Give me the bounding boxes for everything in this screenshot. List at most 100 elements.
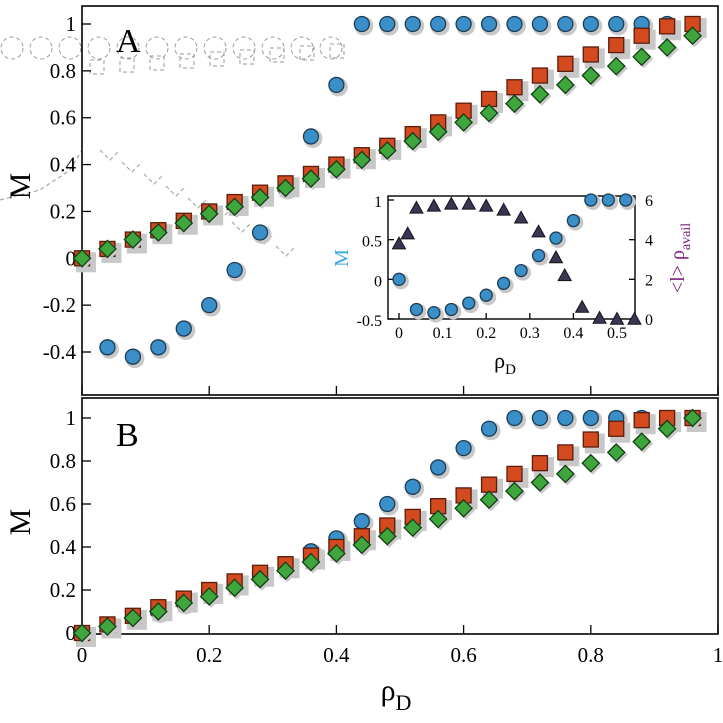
panel-a-ytick-label: 1 <box>66 12 77 36</box>
ghost-mark <box>187 197 209 209</box>
panel-a-circles-point <box>480 15 498 33</box>
inset-circle-point <box>514 263 528 278</box>
panel-a-diamonds-point <box>683 26 702 46</box>
panel-b-xtick-label: 0 <box>77 643 88 667</box>
inset-xtick-label: 0.1 <box>433 325 453 342</box>
inset-triangle-point <box>461 196 477 210</box>
panel-a-diamonds-point <box>403 131 423 151</box>
ghost-mark <box>149 55 165 71</box>
inset-xlabel: ρD <box>494 348 516 378</box>
inset-xtick-label: 0.3 <box>520 325 540 342</box>
panel-b-circles-point <box>582 409 599 427</box>
panel-a-circles-point <box>506 15 523 33</box>
panel-b-diamonds-point <box>657 419 677 439</box>
ghost-mark <box>145 36 169 60</box>
inset-left-ylabel: M <box>331 249 353 267</box>
panel-a-circles-point <box>353 15 370 33</box>
panel-a-ytick-label: 0.4 <box>50 153 77 177</box>
inset-triangle-point <box>400 226 416 240</box>
panel-b-xlabel-main: ρ <box>381 674 396 707</box>
ghost-mark <box>119 57 135 73</box>
panel-a-squares-point <box>608 36 625 54</box>
panel-b-squares-point <box>480 476 498 493</box>
panel-a-circles-point <box>608 15 625 33</box>
ghost-mark <box>165 185 187 197</box>
panel-b-diamonds-point <box>428 509 448 529</box>
inset-triangle-point <box>409 200 424 214</box>
panel-b-circles-point <box>404 478 421 495</box>
ghost-mark <box>269 47 285 63</box>
panel-a-circles-point <box>251 224 269 241</box>
inset-circle-point <box>531 248 546 263</box>
panel-b-diamonds-point <box>326 544 346 563</box>
panel-b-diamonds-point <box>530 473 550 492</box>
panel-b-squares-point <box>608 420 625 437</box>
panel-a-ylabel: M <box>4 173 37 200</box>
panel-a-diamonds-point <box>199 204 219 224</box>
inset-circle-point <box>409 302 424 317</box>
inset-xtick-label: 0.2 <box>476 325 496 342</box>
panel-a-circles-point <box>124 348 142 365</box>
inset-right-ytick-label: 4 <box>645 233 653 250</box>
panel-a-diamonds-point <box>301 169 321 189</box>
inset-triangle-point <box>592 310 607 324</box>
ghost-mark <box>231 221 253 233</box>
panel-b-label: B <box>116 417 139 454</box>
panel-b-diamonds-point <box>174 593 194 613</box>
panel-b-diamonds-point <box>606 442 626 462</box>
panel-a-circles-point <box>302 128 320 145</box>
inset-circle-point <box>462 296 476 310</box>
ghost-mark <box>209 51 225 67</box>
panel-a-diamonds-point <box>377 141 397 160</box>
panel-b-diamonds-point <box>352 535 372 555</box>
panel-b-ytick-label: 0.2 <box>50 578 76 602</box>
ghost-mark <box>319 36 343 60</box>
panel-b-squares-point <box>582 431 599 448</box>
ghost-mark <box>121 161 143 173</box>
panel-a-diamonds-point <box>555 75 575 95</box>
panel-a-ytick-label: -0.4 <box>43 340 77 364</box>
inset-xtick-label: 0.5 <box>607 325 627 342</box>
panel-b-diamonds-point <box>148 602 168 621</box>
panel-b-xtick-label: 1 <box>713 643 723 667</box>
inset-triangle-point <box>496 202 511 216</box>
inset-triangle-point <box>574 299 590 313</box>
ghost-mark <box>299 45 315 61</box>
inset-left-ytick-label: 0.5 <box>362 234 382 251</box>
ghost-mark <box>174 36 198 60</box>
panel-b-squares-point <box>531 454 549 472</box>
inset-right-ylabel: <l> ρavail <box>667 223 694 293</box>
panel-b-diamonds-point <box>377 526 397 546</box>
panel-b-circles-point <box>430 459 447 476</box>
inset-triangle-point <box>426 198 442 212</box>
panel-b-xlabel-sub: D <box>396 690 412 715</box>
panel-b-diamonds-point <box>250 569 270 589</box>
panel-b-ytick-label: 0.8 <box>50 449 76 473</box>
ghost-mark <box>89 59 105 75</box>
inset-circle-point <box>549 231 563 245</box>
panel-b-diamonds-point <box>479 490 499 510</box>
panel-a-circles-point <box>455 15 472 33</box>
panel-a-label: A <box>116 23 141 60</box>
panel-a-diamonds-point <box>123 230 143 249</box>
inset-circle-point <box>427 306 441 320</box>
inset-circle-point <box>444 302 458 317</box>
panel-a-circles-point <box>201 296 218 314</box>
panel-b-xtick-label: 0.8 <box>578 643 604 667</box>
panel-a-circles-point <box>226 261 243 279</box>
panel-b-circles-point <box>353 513 370 530</box>
panel-a-diamonds-point <box>352 150 372 170</box>
panel-b-xtick-label: 0.4 <box>323 643 350 667</box>
ghost-mark <box>143 173 165 185</box>
inset-triangle-point <box>531 224 546 238</box>
panel-a-squares-point <box>658 18 676 35</box>
inset-xlabel-sub: D <box>505 362 516 378</box>
inset-frame <box>387 195 636 320</box>
panel-b-ytick-label: 0.4 <box>50 535 77 559</box>
panel-a-circles-point <box>379 15 396 33</box>
inset-xlabel-main: ρ <box>494 348 505 373</box>
panel-a: A M -0.4 -0.2 0 0.2 0.4 0.6 0.8 1 <box>4 5 719 396</box>
panel-a-diamonds-point <box>225 197 245 217</box>
panel-b-circles-point <box>531 409 549 427</box>
panel-a-diamonds-point <box>326 159 346 179</box>
